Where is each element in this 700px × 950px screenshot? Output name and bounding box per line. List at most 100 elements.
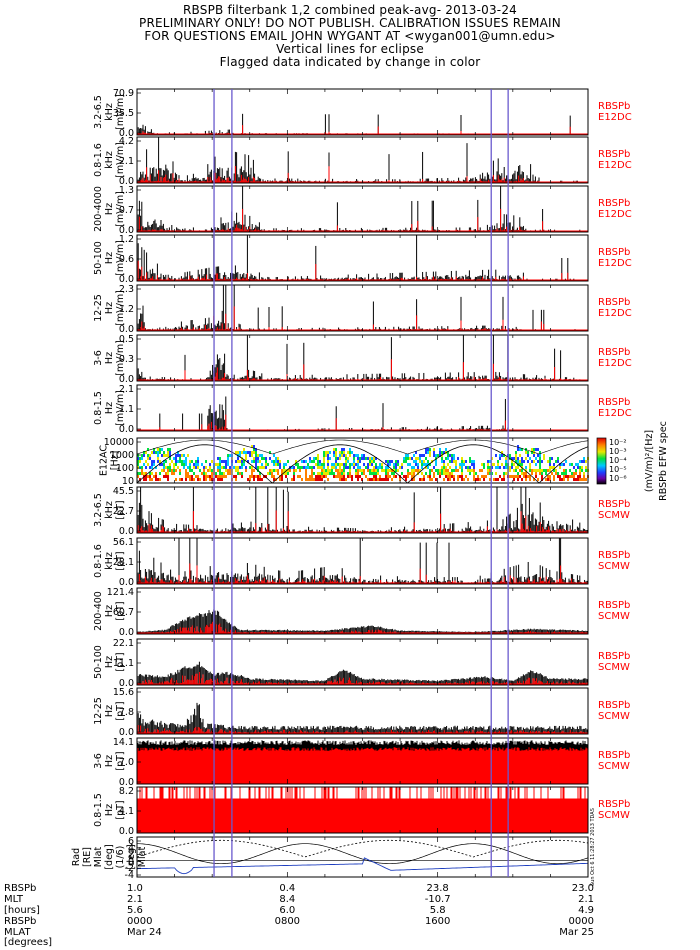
ytick-label: 70.9 bbox=[113, 88, 134, 99]
panel-tag: SCMW bbox=[598, 611, 630, 622]
heatmap-arc-2 bbox=[407, 444, 540, 484]
ytick-label: 0.0 bbox=[119, 225, 134, 236]
panel-tag: RBSPb bbox=[598, 149, 630, 160]
colorbar-tick: 10⁻⁶ bbox=[609, 474, 627, 483]
ylabel-line: [RE] bbox=[82, 847, 93, 867]
xaxis-row-label: [degrees] bbox=[4, 937, 52, 948]
ylabel-line: 12-25 bbox=[93, 294, 104, 322]
ylabel-line: [pT] bbox=[115, 652, 126, 671]
ylabel-line: 12-25 bbox=[93, 697, 104, 725]
ytick-label: 0.5 bbox=[119, 334, 134, 345]
header-warning: PRELIMINARY ONLY! DO NOT PUBLISH. CALIBR… bbox=[139, 16, 561, 30]
panel-frame bbox=[136, 185, 589, 233]
ytick-label: 45.5 bbox=[113, 486, 134, 497]
ytick-label: 100 bbox=[116, 463, 134, 474]
panel-tag: SCMW bbox=[598, 561, 630, 572]
ytick-label: 0.0 bbox=[119, 777, 134, 788]
ylabel-line: [pT] bbox=[115, 751, 126, 770]
ytick-label: 2.1 bbox=[119, 384, 134, 395]
ytick-label: 56.1 bbox=[113, 537, 134, 548]
ylabel-line: Hz bbox=[104, 755, 115, 767]
header-contact: FOR QUESTIONS EMAIL JOHN WYGANT AT <wyga… bbox=[144, 29, 556, 43]
ylabel-line: [pT] bbox=[115, 500, 126, 519]
panel-frame bbox=[136, 234, 589, 282]
ylabel-line: Rad bbox=[71, 848, 82, 866]
ylabel-line: 200-400 bbox=[93, 591, 104, 631]
xaxis-value: 2.1 bbox=[578, 894, 594, 905]
panel-tag: E12DC bbox=[598, 112, 632, 123]
ylabel-line: 0.8-1.6 bbox=[93, 544, 104, 578]
ytick-label: 0.0 bbox=[119, 424, 134, 435]
ytick-label: 0.7 bbox=[119, 205, 134, 216]
ytick-label: 4 bbox=[128, 843, 134, 854]
panel-tag: RBSPb bbox=[598, 347, 630, 358]
xaxis-value: 6.0 bbox=[279, 905, 295, 916]
xaxis-row-label: RBSPb bbox=[4, 916, 36, 927]
panel-tag: RBSPb bbox=[598, 651, 630, 662]
ylabel-line: 0.8-1.6 bbox=[93, 143, 104, 177]
panel-tag: RBSPb bbox=[598, 198, 630, 209]
ytick-label: 1.3 bbox=[119, 185, 134, 196]
ytick-label: 1.2 bbox=[119, 234, 134, 245]
ytick-label: 2.3 bbox=[119, 284, 134, 295]
xaxis-value: 5.6 bbox=[127, 905, 143, 916]
ylabel-line: Hz bbox=[104, 605, 115, 617]
panel-frame bbox=[136, 334, 589, 382]
ylabel-line: kHz bbox=[104, 103, 115, 121]
timestamp: Sun Oct 6 11:28:27 2013 TDAS bbox=[590, 808, 596, 886]
ylabel-line: Hz bbox=[104, 252, 115, 264]
ylabel-line: 3-6 bbox=[93, 753, 104, 769]
ylabel-line: Hz bbox=[104, 656, 115, 668]
xaxis-value: 0000 bbox=[127, 916, 152, 927]
ylabel-line: 3.2-6.5 bbox=[93, 95, 104, 129]
ylabel-line: 200-4000 bbox=[93, 186, 104, 232]
ytick-label: 0.0 bbox=[119, 274, 134, 285]
ylabel-line: [pT] bbox=[115, 800, 126, 819]
ylabel-line: [mV/m] bbox=[115, 94, 126, 130]
panel-tag: RBSPb bbox=[598, 700, 630, 711]
ylabel-line: Hz bbox=[104, 203, 115, 215]
ytick-label: 121.4 bbox=[107, 587, 134, 598]
colorbar-tick: 10⁻² bbox=[609, 438, 627, 447]
ytick-label: -4 bbox=[125, 870, 134, 881]
ytick-label: 1.1 bbox=[119, 404, 134, 415]
ytick-label: 15.6 bbox=[113, 687, 134, 698]
xaxis-value: 5.8 bbox=[430, 905, 446, 916]
colorbar-title: RBSPb EFW spec bbox=[658, 421, 669, 501]
xaxis-value: 8.4 bbox=[279, 894, 295, 905]
ylabel-line: 0.8-1.5 bbox=[93, 391, 104, 425]
panel-tag: RBSPb bbox=[598, 600, 630, 611]
panel-frame bbox=[136, 88, 589, 136]
ylabel-line: Hz bbox=[104, 302, 115, 314]
panel-tag: RBSPb bbox=[598, 799, 630, 810]
ytick-label: 0 bbox=[128, 856, 134, 867]
ytick-label: 28.1 bbox=[113, 557, 134, 568]
ytick-label: 0.0 bbox=[119, 128, 134, 139]
ytick-label: 4.2 bbox=[119, 136, 134, 147]
ylabel-line: kHz bbox=[104, 552, 115, 570]
xaxis-value: 1600 bbox=[425, 916, 450, 927]
ytick-label: 35.5 bbox=[113, 108, 134, 119]
ytick-label: 7.0 bbox=[119, 757, 134, 768]
panel-tag: SCMW bbox=[598, 761, 630, 772]
xaxis-row-label: MLT bbox=[4, 894, 24, 905]
panel-tag: SCMW bbox=[598, 810, 630, 821]
ytick-label: 8.2 bbox=[119, 786, 134, 797]
ytick-label: 1.2 bbox=[119, 304, 134, 315]
header-title: RBSPB filterbank 1,2 combined peak-avg- … bbox=[183, 3, 517, 17]
ytick-label: 0.0 bbox=[119, 678, 134, 689]
ytick-label: 7.8 bbox=[119, 707, 134, 718]
ytick-label: 2.1 bbox=[119, 156, 134, 167]
ylabel-line: [mV/m] bbox=[115, 390, 126, 426]
xaxis-value: 2.1 bbox=[127, 894, 143, 905]
eclipse-lines bbox=[213, 89, 509, 877]
ytick-label: 11.1 bbox=[113, 658, 134, 669]
heatmap-arc-0 bbox=[136, 444, 273, 484]
ytick-label: 4.1 bbox=[119, 806, 134, 817]
